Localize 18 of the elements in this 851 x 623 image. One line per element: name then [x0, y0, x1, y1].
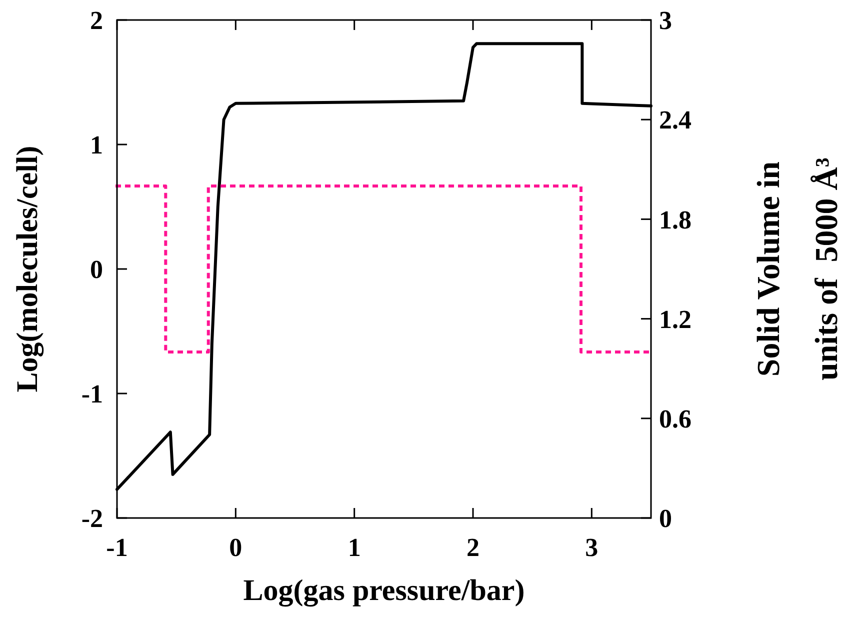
y-tick-label: -1 [81, 380, 103, 409]
y-tick-label: 2 [90, 6, 103, 36]
x-tick-label: 3 [585, 533, 598, 562]
x-tick-label: 2 [466, 533, 480, 562]
y2-tick-label: 0 [659, 504, 672, 534]
y-tick-label: 1 [90, 130, 103, 160]
x-tick-label: 1 [348, 533, 361, 562]
y2-tick-label: 3 [659, 6, 672, 36]
y-tick-label: 0 [90, 255, 103, 284]
y-axis-title: Log(molecules/cell) [11, 146, 44, 392]
x-tick-label: 0 [229, 533, 242, 562]
x-axis-title: Log(gas pressure/bar) [243, 574, 525, 607]
y2-tick-label: 1.2 [659, 304, 692, 334]
y2-tick-label: 2.4 [659, 106, 692, 135]
y2-tick-label: 0.6 [659, 404, 692, 434]
y-tick-label: -2 [81, 504, 103, 534]
y2-axis-title: Solid Volume in units of 5000 Å³ [750, 158, 844, 380]
y2-tick-label: 1.8 [659, 205, 692, 234]
